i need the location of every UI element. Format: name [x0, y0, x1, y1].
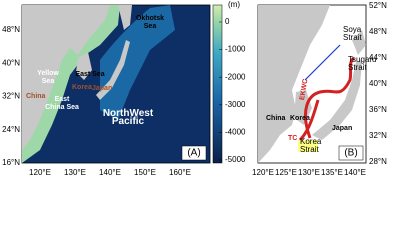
panel-label: (A)	[187, 148, 200, 159]
place-label: Japan	[92, 85, 112, 92]
land	[118, 5, 132, 30]
lat-tick-label: 32°N	[2, 92, 20, 101]
lat-tick-label: 48°N	[2, 25, 20, 34]
place-label: Soya Strait	[343, 25, 362, 42]
panel-b-map	[257, 4, 367, 164]
lon-tick-label: 125°E	[275, 168, 297, 177]
land	[258, 5, 330, 163]
lon-tick-label: 160°E	[169, 168, 191, 177]
land	[294, 90, 312, 125]
panel-label-box	[181, 145, 207, 161]
colorbar-tick-label: -3000	[225, 100, 246, 109]
lon-tick-label: 130°E	[64, 168, 86, 177]
panel-label-box	[338, 145, 364, 161]
place-label: NorthWest Pacific	[103, 108, 154, 127]
place-label: TC	[288, 135, 297, 142]
land	[352, 30, 366, 55]
land	[312, 60, 362, 140]
lon-tick-label: 120°E	[29, 168, 51, 177]
lon-tick-label: 120°E	[252, 168, 274, 177]
place-label: Korea	[290, 115, 310, 122]
lon-tick-label: 140°E	[344, 168, 366, 177]
current-arrow	[298, 99, 320, 142]
place-label: Korea Strait	[300, 137, 322, 154]
place-label: East China Sea	[45, 96, 79, 111]
lat-tick-label: 32°N	[369, 131, 387, 140]
lat-tick-label: 28°N	[369, 157, 387, 166]
lat-tick-label: 40°N	[2, 58, 20, 67]
lat-tick-label: 36°N	[369, 105, 387, 114]
place-label: Yellow Sea	[37, 70, 59, 85]
lat-tick-label: 44°N	[369, 53, 387, 62]
place-label: EKWC	[299, 78, 310, 100]
place-label: China	[26, 93, 46, 100]
place-label: Okhotsk Sea	[136, 15, 164, 30]
panel-label: (B)	[344, 148, 357, 159]
lon-tick-label: 150°E	[134, 168, 156, 177]
shelf	[100, 5, 175, 120]
colorbar	[212, 4, 223, 164]
lon-tick-label: 130°E	[298, 168, 320, 177]
colorbar-unit: (m)	[228, 0, 240, 9]
land	[76, 52, 92, 80]
colorbar-tick-label: 0	[225, 17, 230, 26]
land	[22, 5, 110, 150]
current-arrow	[304, 56, 356, 139]
lon-tick-label: 140°E	[99, 168, 121, 177]
place-label: China	[266, 115, 286, 122]
lat-tick-label: 16°N	[2, 158, 20, 167]
lat-tick-label: 48°N	[369, 27, 387, 36]
panel-a-map	[21, 4, 211, 164]
highlight	[298, 140, 318, 152]
place-label: Japan	[332, 125, 352, 132]
current-arrow	[304, 44, 341, 81]
land	[96, 40, 130, 100]
colorbar-tick-label: -2000	[225, 72, 246, 81]
figure: Okhotsk Sea Yellow Sea East Sea Korea Japa…	[2, 0, 387, 177]
place-label: East Sea	[75, 71, 104, 78]
lat-tick-label: 40°N	[369, 79, 387, 88]
colorbar-tick-label: -5000	[225, 155, 246, 164]
place-label: Korea	[72, 84, 92, 91]
colorbar-tick-label: -4000	[225, 128, 246, 137]
colorbar-tick-label: -1000	[225, 45, 246, 54]
place-label: Tsugaru Strait	[348, 55, 376, 72]
lat-tick-label: 24°N	[2, 125, 20, 134]
lat-tick-label: 52°N	[369, 1, 387, 10]
lon-tick-label: 135°E	[321, 168, 343, 177]
